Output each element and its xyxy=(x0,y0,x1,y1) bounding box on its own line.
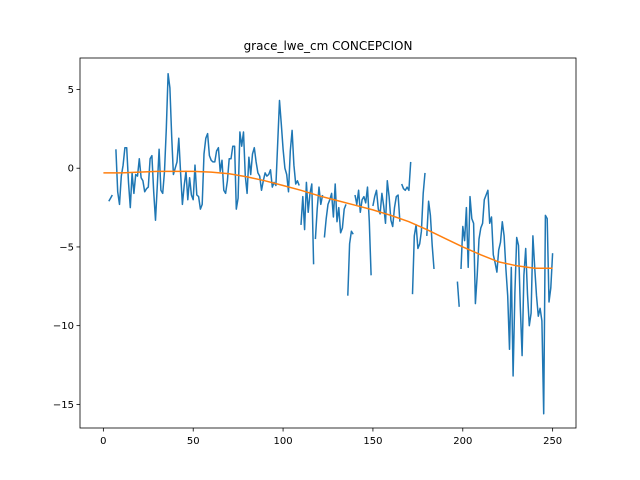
x-tick-label: 50 xyxy=(187,436,200,447)
x-tick-label: 0 xyxy=(100,436,106,447)
x-tick-label: 150 xyxy=(363,436,382,447)
series-raw-segment-5 xyxy=(347,230,354,296)
series-raw-segment-6 xyxy=(354,186,372,276)
x-tick-label: 100 xyxy=(274,436,293,447)
series-raw-segment-1 xyxy=(115,72,300,221)
x-tick-label: 200 xyxy=(453,436,472,447)
series-raw-segment-0 xyxy=(108,194,113,202)
y-tick-label: −15 xyxy=(53,400,74,411)
y-tick-label: −10 xyxy=(53,321,74,332)
series-raw-segment-11 xyxy=(456,281,460,307)
series-raw-segment-2 xyxy=(300,181,315,265)
plot-area xyxy=(103,72,554,415)
y-tick-label: 5 xyxy=(68,85,74,96)
series-trend-line xyxy=(103,170,553,269)
chart-title: grace_lwe_cm CONCEPCION xyxy=(244,39,413,53)
axis-ticks: 0 50 100 150 200 250 −15 −10 −5 0 5 xyxy=(53,85,562,447)
series-raw-segment-7 xyxy=(372,180,401,228)
y-tick-label: −5 xyxy=(59,242,74,253)
axes-frame xyxy=(79,57,577,429)
series-raw-segment-10 xyxy=(426,200,435,270)
x-tick-label: 250 xyxy=(543,436,562,447)
series-raw-segment-9 xyxy=(411,172,426,295)
series-raw-segment-12 xyxy=(460,189,554,415)
series-raw-segment-4 xyxy=(323,183,347,238)
series-raw-segment-8 xyxy=(400,161,412,192)
series-raw-segment-3 xyxy=(314,186,324,240)
y-tick-label: 0 xyxy=(68,164,74,175)
